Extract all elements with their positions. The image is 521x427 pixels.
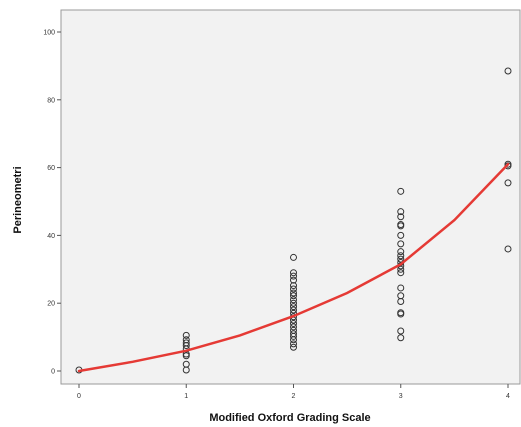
data-point xyxy=(182,331,190,339)
data-point xyxy=(290,330,297,338)
data-point xyxy=(397,269,405,277)
data-point xyxy=(397,265,405,273)
data-point xyxy=(397,309,405,317)
data-point xyxy=(397,284,405,292)
data-point xyxy=(397,292,405,300)
data-point xyxy=(504,160,512,168)
data-point xyxy=(504,179,512,187)
x-tick-label: 4 xyxy=(506,393,510,400)
data-point xyxy=(290,289,297,297)
data-point xyxy=(397,327,405,335)
y-tick-label: 0 xyxy=(51,369,55,376)
x-tick-label: 3 xyxy=(399,393,403,400)
x-axis-title: Modified Oxford Grading Scale xyxy=(209,412,370,424)
data-point xyxy=(290,343,297,351)
data-point xyxy=(290,253,297,261)
data-point xyxy=(290,296,297,304)
x-tick-label: 0 xyxy=(77,393,81,400)
data-point xyxy=(504,67,512,75)
data-point xyxy=(290,306,297,314)
data-point xyxy=(290,340,297,348)
data-point xyxy=(397,252,405,260)
data-point xyxy=(397,221,405,229)
x-tick-label: 2 xyxy=(292,393,296,400)
fit-line xyxy=(77,162,510,373)
y-axis-title: Perineometri xyxy=(12,166,24,233)
data-point xyxy=(182,336,190,344)
x-axis: 0 1 2 3 4 xyxy=(77,384,510,400)
data-point xyxy=(397,213,405,221)
data-point xyxy=(290,320,297,328)
x-tick-label: 1 xyxy=(184,393,188,400)
data-point xyxy=(397,240,405,248)
y-tick-label: 80 xyxy=(47,97,55,104)
data-point xyxy=(397,231,405,239)
data-point xyxy=(397,255,405,263)
data-point xyxy=(290,285,297,293)
y-tick-label: 20 xyxy=(47,301,55,308)
data-point xyxy=(182,339,190,347)
data-point xyxy=(290,272,297,280)
y-tick-label: 40 xyxy=(47,233,55,240)
y-tick-label: 100 xyxy=(43,30,55,37)
data-point xyxy=(290,276,297,284)
data-point xyxy=(290,326,297,334)
y-axis: 0 20 40 60 80 100 xyxy=(43,30,61,376)
data-point xyxy=(290,292,297,300)
data-point xyxy=(397,248,405,256)
data-point xyxy=(290,323,297,331)
data-point xyxy=(290,282,297,290)
data-point xyxy=(397,334,405,342)
data-point xyxy=(290,303,297,311)
data-point xyxy=(182,360,190,368)
data-point xyxy=(397,187,405,195)
data-point xyxy=(504,245,512,253)
data-point xyxy=(290,299,297,307)
data-points xyxy=(75,67,512,374)
y-tick-label: 60 xyxy=(47,165,55,172)
data-point xyxy=(290,269,297,277)
data-point xyxy=(397,208,405,216)
